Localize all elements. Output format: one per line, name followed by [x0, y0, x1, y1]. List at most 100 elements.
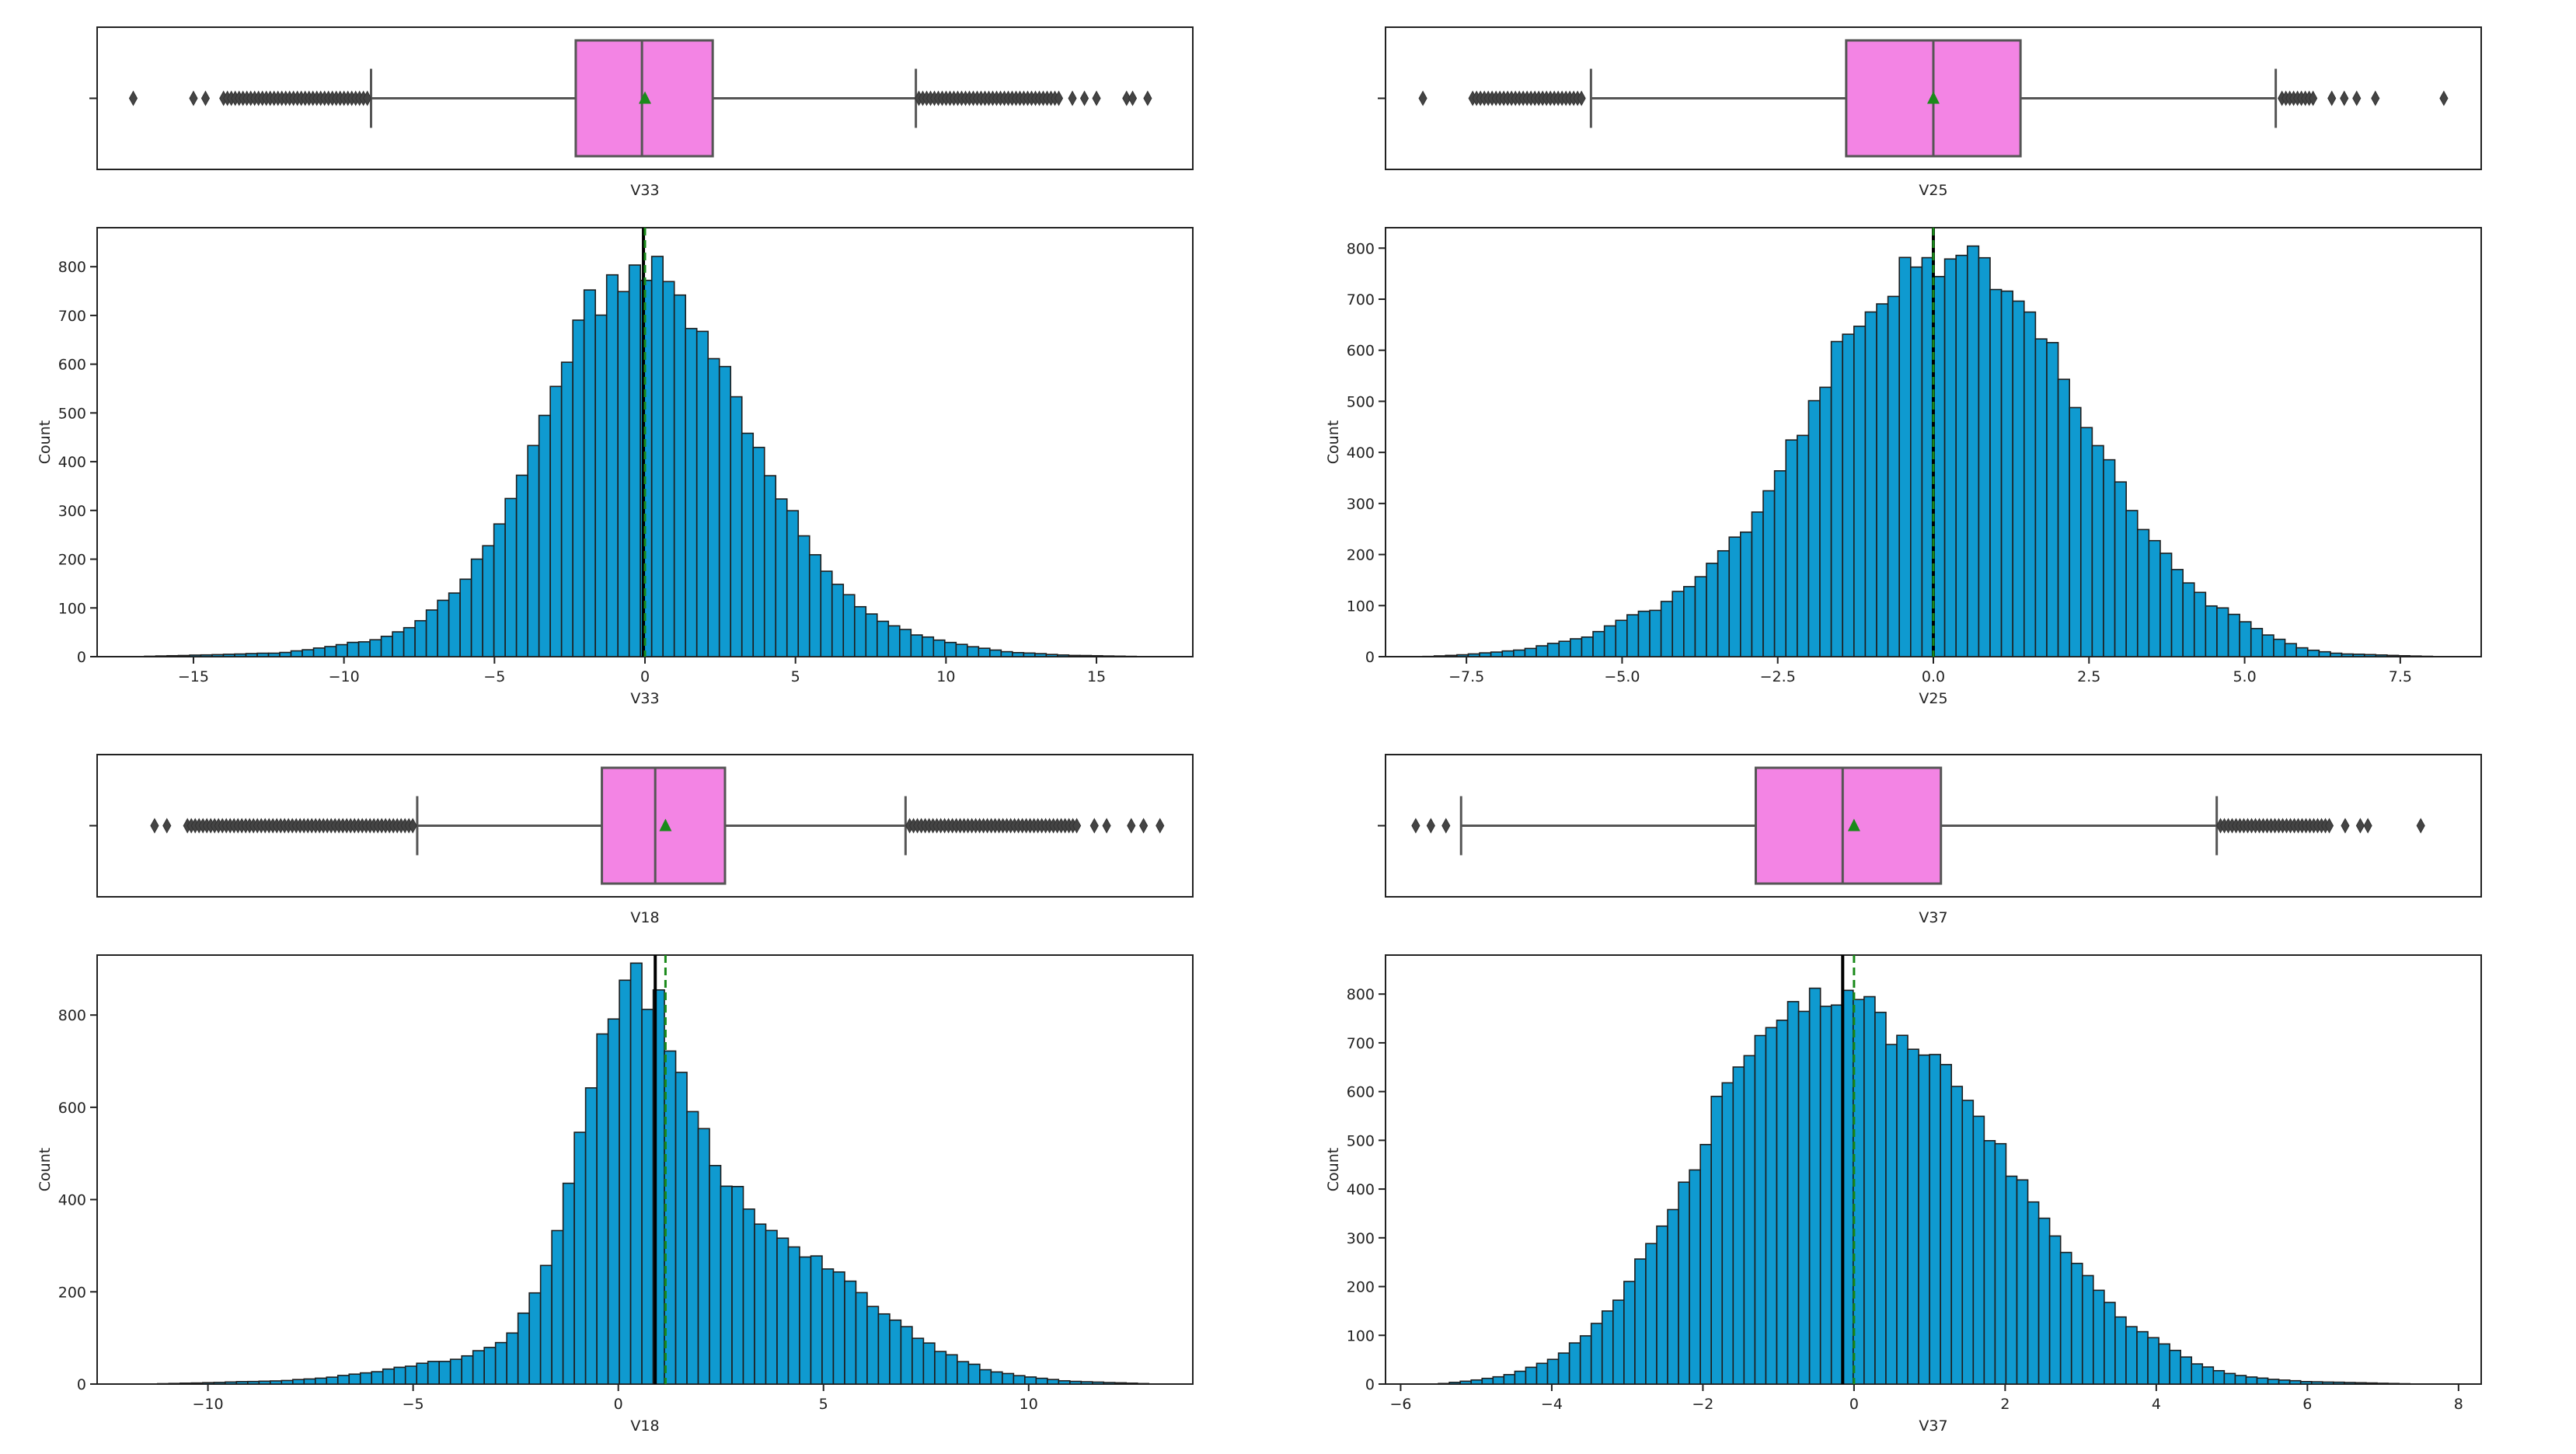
histogram-bar [1503, 1374, 1516, 1385]
y-tick-label: 400 [58, 1192, 86, 1209]
histogram-bar [1634, 1258, 1647, 1385]
histogram-bar [1819, 386, 1832, 657]
y-tick-label: 600 [58, 1100, 86, 1117]
outlier-point [2363, 818, 2372, 834]
y-tick-label: 200 [1347, 547, 1375, 564]
histogram-bar [483, 1347, 497, 1385]
histogram-bar [200, 654, 213, 657]
histogram-bar [945, 1354, 958, 1385]
x-tick-label: 5.0 [2233, 668, 2256, 685]
histogram-bar [1125, 1383, 1138, 1385]
histogram-bar [2103, 459, 2116, 657]
histogram-bar [2284, 643, 2297, 657]
histogram-bar [1525, 1366, 1538, 1385]
histogram-bar [1034, 653, 1047, 657]
outlier-point [2352, 90, 2362, 106]
histogram-bar [1470, 1379, 1483, 1385]
histogram-bar [1910, 266, 1923, 657]
histogram-bar [359, 1372, 373, 1385]
histogram-bar [2223, 1372, 2236, 1385]
histogram-bar [752, 446, 765, 657]
histogram-bar [1558, 640, 1571, 657]
histogram-bar [235, 1381, 249, 1385]
histogram-bar [967, 1363, 981, 1385]
histogram-bar [551, 1229, 564, 1385]
histogram-bar [1514, 1370, 1527, 1385]
histogram-bar [990, 1371, 1003, 1385]
histogram-bar [347, 641, 360, 657]
histogram-xlabel: V33 [630, 690, 659, 707]
histogram-bar [2288, 1379, 2302, 1385]
histogram-bar [1950, 1086, 1964, 1385]
histogram-bar [2278, 1379, 2291, 1385]
histogram-bar [1023, 652, 1036, 657]
histogram-bar [2193, 591, 2207, 657]
x-tick-label: −15 [178, 668, 209, 685]
histogram-bar [2057, 378, 2070, 657]
histogram-bar [1649, 609, 1662, 657]
outlier-point [1054, 90, 1064, 106]
histogram-bar [1047, 1379, 1060, 1385]
histogram-bar [853, 605, 867, 657]
outlier-point [1156, 818, 1165, 834]
histogram-bar [177, 654, 190, 657]
histogram-bar [2081, 1274, 2094, 1385]
histogram-ylabel: Count [1325, 420, 1342, 464]
histogram-bar [934, 1351, 947, 1385]
histogram-bar [765, 1229, 778, 1385]
histogram-bar [1090, 654, 1103, 657]
histogram-bar [786, 510, 800, 657]
histogram-bar [1492, 1376, 1505, 1385]
histogram-bar [1989, 288, 2003, 657]
histogram-bar [438, 1361, 451, 1385]
histogram-bar [2148, 539, 2161, 657]
histogram-bar [225, 1381, 238, 1385]
histogram-bar [371, 1371, 384, 1385]
histogram-bar [2363, 654, 2377, 657]
histogram-bar [2091, 445, 2104, 657]
histogram-bar [832, 1271, 845, 1385]
histogram-bar [2227, 613, 2240, 657]
histogram-bar [1637, 610, 1651, 657]
histogram-bar [2365, 1382, 2378, 1385]
histogram-bar [922, 636, 935, 657]
histogram-bar [1689, 1169, 1701, 1385]
histogram-bar [281, 1379, 294, 1385]
histogram-bar [1113, 655, 1126, 657]
histogram-bar [1853, 326, 1867, 657]
outlier-point [200, 90, 211, 106]
histogram-bar [2344, 1382, 2356, 1385]
outlier-point [2327, 90, 2337, 106]
histogram-bar [799, 1256, 812, 1385]
histogram-bar [414, 619, 427, 657]
y-tick-label: 0 [77, 649, 86, 666]
histogram-bar [821, 1268, 835, 1385]
histogram-bar [2059, 1251, 2072, 1385]
histogram-bar [180, 1383, 193, 1385]
histogram-bar [844, 1280, 857, 1385]
histogram-bar [1907, 1048, 1919, 1385]
histogram-bar [302, 649, 315, 657]
mean-marker [639, 91, 651, 104]
histogram-bar [797, 535, 810, 657]
outlier-point [1143, 90, 1152, 106]
histogram-bar [2147, 1337, 2159, 1385]
histogram-bar [1079, 654, 1093, 657]
outlier-point [1072, 818, 1082, 834]
x-tick-label: 10 [936, 668, 955, 685]
histogram-bar [494, 1341, 507, 1385]
histogram-bar [775, 498, 788, 657]
histogram-bar [887, 625, 901, 657]
chart-v33: V33 −15 −10 −5 0 5 10 15 0 100 200 300 400 500 600 700 8… [37, 26, 1194, 707]
histogram-bar [662, 281, 675, 657]
histogram-bar [222, 654, 235, 657]
histogram-bar [2070, 1262, 2083, 1385]
histogram-bar [731, 1186, 744, 1385]
histogram-bar [1615, 619, 1628, 657]
histogram-bar [1898, 256, 1912, 657]
histogram-bar [787, 1246, 800, 1385]
histogram-bar [2376, 1383, 2389, 1385]
histogram-bar [1057, 654, 1070, 657]
histogram-bar [527, 445, 540, 657]
histogram-bar [538, 414, 551, 657]
